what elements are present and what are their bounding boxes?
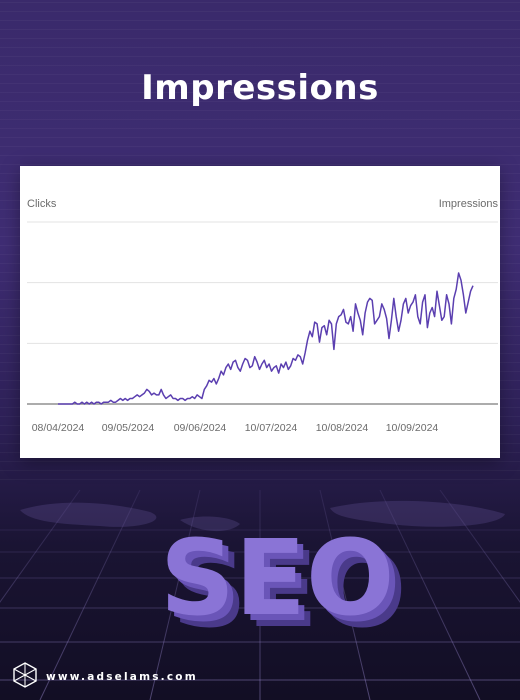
x-tick-label: 10/07/2024 [245,422,298,434]
chart-card: Clicks Impressions 08/04/2024 09/05/2024 0… [20,166,500,458]
svg-text:SEO: SEO [160,517,394,639]
x-tick-label: 08/04/2024 [32,422,85,434]
page-title: Impressions [141,68,379,108]
x-axis-ticks: 08/04/2024 09/05/2024 09/06/2024 10/07/2024… [32,422,439,434]
svg-text:SEO: SEO [166,523,400,645]
footer-brand: www.adselams.com [12,662,198,692]
website-url[interactable]: www.adselams.com [46,671,198,683]
left-axis-label: Clicks [27,198,57,210]
x-tick-label: 09/05/2024 [102,422,155,434]
right-axis-label: Impressions [439,198,499,210]
svg-text:SEO: SEO [172,529,406,650]
chart-grid [27,221,498,405]
hexagon-logo-icon [12,662,38,692]
impressions-series-line [58,272,474,405]
impressions-chart: Clicks Impressions 08/04/2024 09/05/2024 0… [27,198,499,434]
x-tick-label: 10/09/2024 [386,422,439,434]
x-tick-label: 09/06/2024 [174,422,227,434]
seo-3d-text: SEO SEO SEO [150,500,410,651]
grid-floor-background [0,490,520,700]
x-tick-label: 10/08/2024 [316,422,369,434]
